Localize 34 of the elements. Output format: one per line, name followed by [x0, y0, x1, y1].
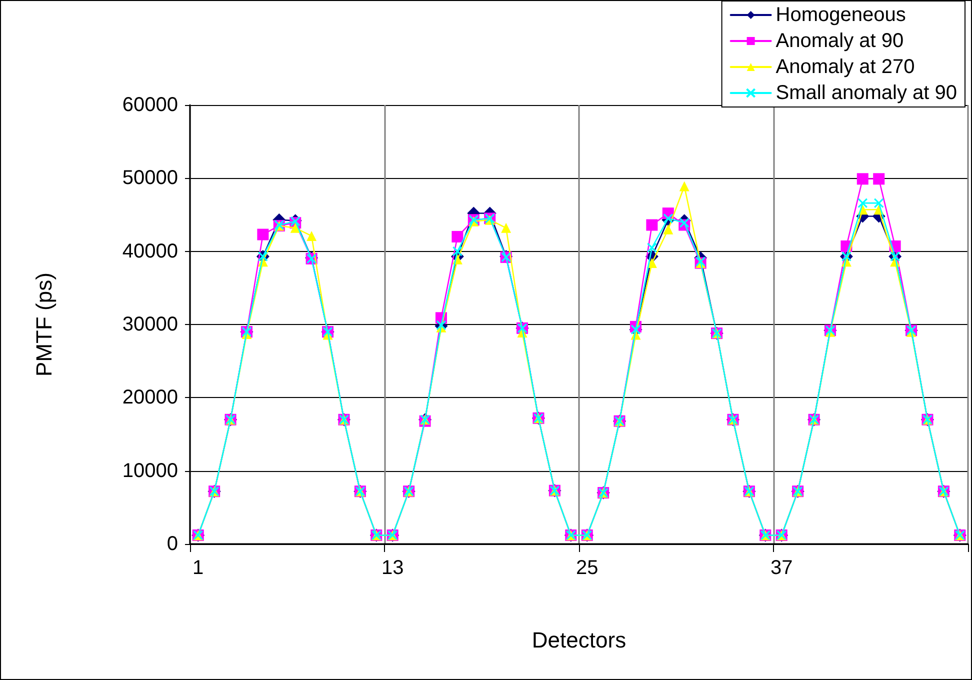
y-tick-label: 0	[166, 533, 178, 555]
x-tick-label: 37	[770, 557, 793, 579]
legend-label: Anomaly at 90	[776, 30, 904, 52]
point	[646, 242, 657, 253]
y-tick-label: 20000	[122, 386, 178, 409]
point	[679, 218, 690, 228]
point	[873, 173, 885, 185]
point	[646, 258, 657, 268]
x-axis-title: Detectors	[532, 628, 626, 652]
point	[646, 219, 658, 231]
point	[679, 181, 690, 192]
x-tick-label: 1	[192, 557, 204, 579]
y-tick-label: 10000	[122, 460, 178, 482]
point	[874, 198, 884, 208]
point	[858, 198, 868, 208]
point	[452, 230, 464, 242]
legend-label: Anomaly at 270	[776, 56, 915, 78]
legend-label: Homogeneous	[776, 4, 906, 26]
x-tick-label: 25	[576, 557, 598, 579]
y-axis-title: PMTF (ps)	[32, 272, 56, 376]
point	[501, 222, 512, 233]
y-tick-label: 50000	[122, 167, 178, 190]
point	[856, 173, 868, 185]
y-tick-label: 60000	[122, 94, 178, 116]
y-tick-label: 40000	[122, 240, 178, 262]
y-tick-label: 30000	[122, 314, 178, 336]
legend-label: Small anomaly at 90	[776, 82, 957, 104]
point	[290, 222, 300, 233]
point	[663, 213, 674, 224]
point	[452, 246, 462, 256]
x-tick-label: 13	[381, 557, 404, 579]
point	[257, 228, 269, 240]
point	[663, 224, 674, 234]
point	[306, 230, 317, 241]
